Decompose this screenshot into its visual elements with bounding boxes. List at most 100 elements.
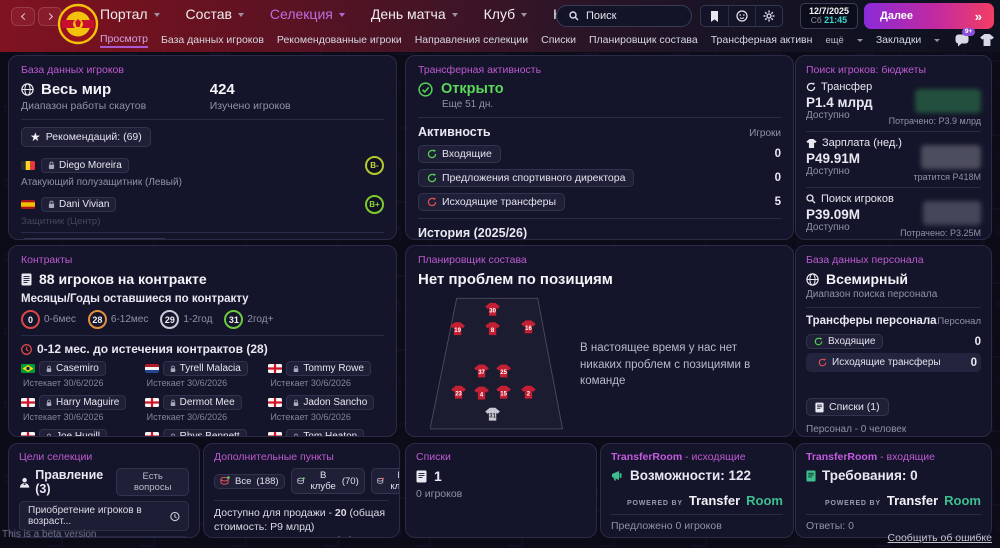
subnav-shortlists[interactable]: Списки [541,34,576,46]
player-chip[interactable]: Dani Vivian [41,196,117,212]
club-crest[interactable] [57,3,99,45]
staff-outgoing-button[interactable]: Исходящие трансферы [810,355,949,370]
player-chip[interactable]: Tommy Rowe [286,361,371,376]
logo-part2: Room [944,493,981,508]
settings-button[interactable] [755,6,782,26]
search-input[interactable]: Поиск [556,5,692,27]
player-chip[interactable]: Tom Heaton [286,429,365,436]
row-value: 0 [970,356,977,369]
line-prefix: Доступно для продажи - [214,507,335,519]
transfer-icon [806,82,816,92]
budget-label: Зарплата (нед.) [822,137,902,149]
tab-all[interactable]: Все (188) [214,473,285,489]
subnav-player-database[interactable]: База данных игроков [160,34,264,46]
panel-scouting-goals: Цели селекции Правление (3) Есть вопросы… [8,443,200,538]
scout-range-value: Весь мир [41,81,112,98]
goal-item[interactable]: Приобретение игроков в возраст... [19,501,189,531]
window-days-left: Еще 51 дн. [442,99,494,110]
report-bug-link[interactable]: Сообщить об ошибке [887,532,992,544]
tab-in-club[interactable]: В клубе (70) [290,468,365,494]
svg-text:15: 15 [500,391,507,397]
lock-icon [170,399,175,406]
formation-pitch[interactable]: 30 19 8 16 37 25 23 4 15 2 31 [430,290,568,437]
tab-out-club[interactable]: Из клуба(118) [370,468,399,494]
incoming-transfers-button[interactable]: Входящие [418,145,501,163]
shortlists-count: 1 [434,468,442,484]
menu-label: Состав [185,6,232,22]
recommendations-button[interactable]: ★ Рекомендаций: (69) [21,127,151,147]
expires-date: 30/6/2026 [310,378,351,388]
header-icon-group [700,5,783,27]
player-chip[interactable]: Harry Maguire [39,395,127,410]
lock-icon [294,433,299,436]
expiring-header: 0-12 мес. до истечения контрактов (28) [37,342,268,356]
continue-button[interactable]: Далее » [864,3,994,29]
bookmarks-dropdown[interactable]: Закладки [875,34,922,46]
player-chip[interactable]: Rhys Bennett [162,429,247,436]
subnav-squad-planner[interactable]: Планировщик состава [588,34,698,46]
back-button[interactable] [11,7,35,26]
director-offers-button[interactable]: Предложения спортивного директора [418,169,635,187]
expiring-player: Joe Hugill Истекает 30/6/2026 [21,429,137,436]
subnav-recommended-players[interactable]: Рекомендованные игроки [276,34,402,46]
line-prefix: Доступно для выкупа - [214,535,328,537]
player-chip[interactable]: Jadon Sancho [286,395,375,410]
transferroom-brand: TransferRoom [806,451,878,463]
line-suffix: (общая стоимость: Р430М) [214,535,372,537]
shirt-icon [806,138,817,148]
player-chip[interactable]: Casemiro [39,361,106,376]
svg-text:25: 25 [500,370,507,376]
expiring-players-grid: Casemiro Истекает 30/6/2026 Tyrell Malac… [21,361,384,436]
lock-icon [48,161,55,169]
menu-recruitment[interactable]: Селекция [270,6,345,22]
logo-part1: Transfer [886,493,939,508]
scouting-focuses-button[interactable]: Направления селекции [21,238,169,239]
outgoing-transfers-button[interactable]: Исходящие трансферы [418,193,566,211]
panel-title: База данных игроков [21,64,124,76]
menu-label: Селекция [269,6,333,22]
menu-portal[interactable]: Портал [100,6,160,22]
menu-squad[interactable]: Состав [186,6,244,22]
expiring-player: Jadon Sancho Истекает 30/6/2026 [268,395,384,425]
cycle-out-icon [818,358,827,367]
contracts-subheader: Месяцы/Годы оставшиеся по контракту [21,293,249,305]
row-label: Исходящие трансферы [442,196,557,208]
questions-button[interactable]: Есть вопросы [116,468,189,496]
player-chip[interactable]: Tyrell Malacia [162,361,248,376]
kit-button[interactable] [978,32,995,49]
requirements-icon [806,470,816,481]
panel-title: Цели селекции [19,451,93,463]
menu-club[interactable]: Клуб [484,6,528,22]
players-studied-label: Изучено игроков [209,100,291,112]
menu-matchday[interactable]: День матча [371,6,458,22]
staff-incoming-button[interactable]: Входящие [806,334,884,349]
bookmark-button[interactable] [701,6,728,26]
lock-icon [46,365,52,372]
subnav-overview[interactable]: Просмотр [100,33,148,48]
panel-title: Дополнительные пункты [214,451,334,463]
svg-text:16: 16 [525,326,532,332]
subnav-transfer-activity[interactable]: Трансферная активн [710,34,813,46]
assistant-button[interactable] [728,6,755,26]
game-date-widget[interactable]: 12/7/2025 Сб 21:45 [800,3,858,29]
redacted-chart [915,89,981,113]
expiring-player: Rhys Bennett Истекает 30/6/2026 [144,429,261,436]
coins-icon [377,477,384,484]
subnav-more[interactable]: ещё [825,34,844,46]
player-chip[interactable]: Joe Hugill [39,429,107,436]
players-studied-value: 424 [209,81,235,98]
lock-icon [170,433,175,436]
contract-badge-label: 6-12мес [110,314,149,325]
player-name: Diego Moreira [59,159,122,171]
contract-icon [21,273,32,285]
rating-badge: B+ [365,195,384,214]
cycle-in-icon [427,149,437,159]
subnav-scouting-focuses[interactable]: Направления селекции [414,34,529,46]
player-chip[interactable]: Diego Moreira [41,157,129,173]
flag-england-icon [268,432,283,436]
staff-shortlists-button[interactable]: Списки (1) [806,398,889,416]
expires-date: 30/6/2026 [310,412,351,422]
messages-button[interactable]: 9+ [953,27,976,49]
player-chip[interactable]: Dermot Mee [162,395,242,410]
row-value: 0 [774,172,781,184]
